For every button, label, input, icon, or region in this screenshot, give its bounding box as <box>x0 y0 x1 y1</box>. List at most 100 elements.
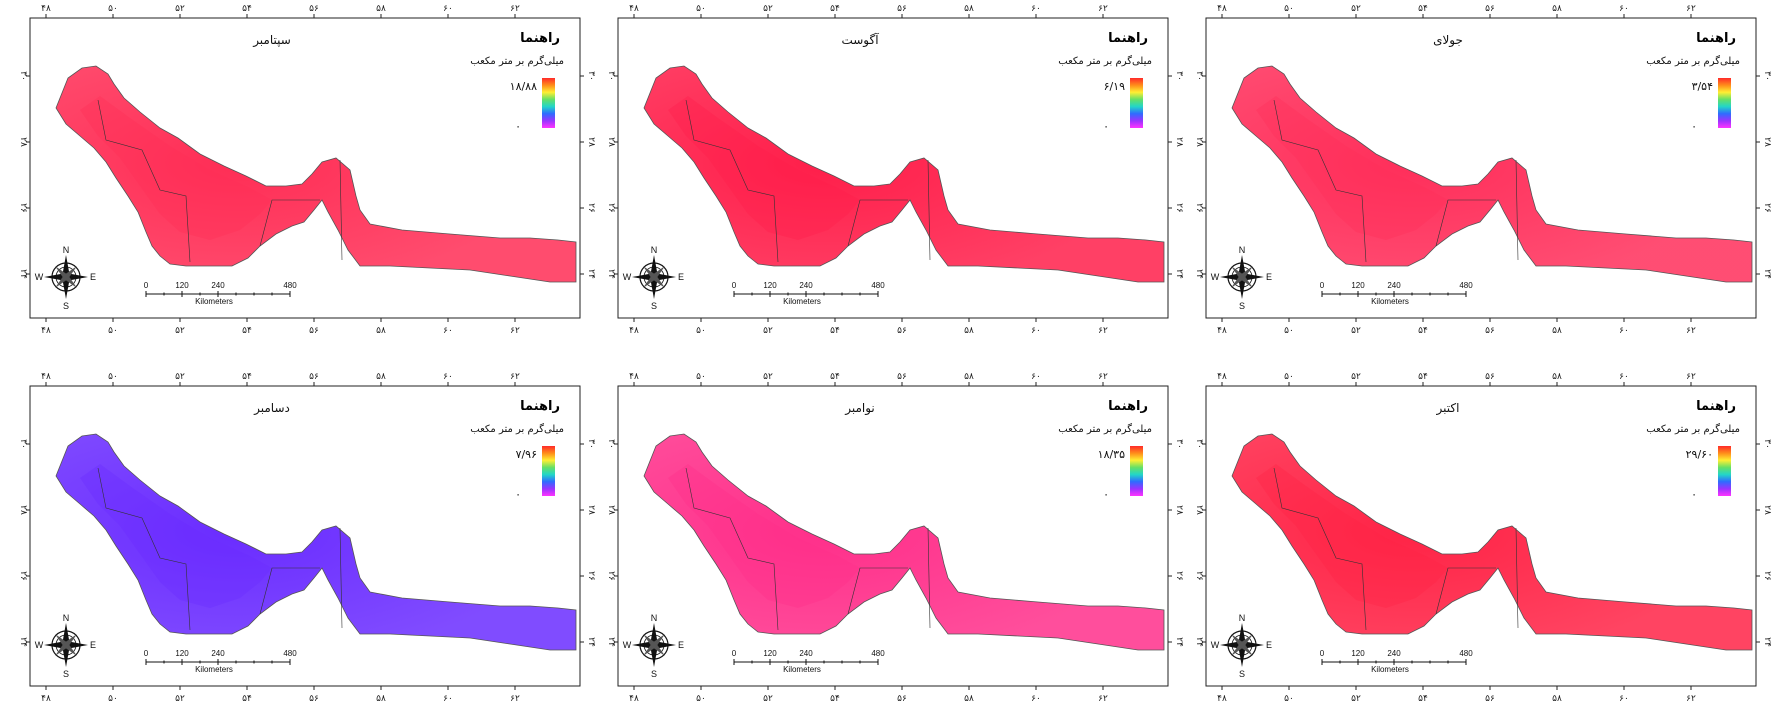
map-svg: ۴۸ ۴۸ ۵٠ ۵٠ ۵۲ ۵۲ ۵۴ ۵۴ ۵۶ ۵۶ ۵۸ ۵۸ ۶٠ ۶٠ ۶۲ ۶۲ ۳٠ ۳٠ ۲۸ ۲۸… <box>18 4 596 336</box>
lon-tick-label-top: ۶۲ <box>1098 372 1108 382</box>
map-svg: ۴۸ ۴۸ ۵٠ ۵٠ ۵۲ ۵۲ ۵۴ ۵۴ ۵۶ ۵۶ ۵۸ ۵۸ ۶٠ ۶٠ ۶۲ ۶۲ ۳٠ ۳٠ ۲۸ ۲۸… <box>18 372 596 704</box>
compass-e-label: E <box>90 640 96 650</box>
lat-tick-label-right: ۲۶ <box>1174 203 1184 213</box>
lon-tick-label-bottom: ۶۲ <box>1098 326 1108 336</box>
lon-tick-label-bottom: ۶۲ <box>1098 694 1108 704</box>
lat-tick-label-left: ۲۶ <box>1194 203 1204 213</box>
lat-tick-label-left: ۲۶ <box>1194 571 1204 581</box>
lon-tick-label-bottom: ۵۸ <box>964 694 974 704</box>
map-frame <box>1205 17 1757 319</box>
scale-bar-label: 0 <box>1320 281 1325 290</box>
lat-tick-label-right: ۲۴ <box>1762 637 1772 647</box>
lon-tick-label-bottom: ۴۸ <box>41 326 51 336</box>
lon-tick-label-top: ۴۸ <box>629 372 639 382</box>
compass-e-label: E <box>1266 272 1272 282</box>
lat-tick-label-left: ۳٠ <box>606 71 616 81</box>
lon-tick-label-top: ۵۶ <box>309 4 319 14</box>
lon-tick-label-top: ۴۸ <box>1217 372 1227 382</box>
map-title: آگوست <box>841 32 879 48</box>
compass-w-label: W <box>623 640 632 650</box>
lat-tick-label-right: ۲۶ <box>1174 571 1184 581</box>
lon-tick-label-bottom: ۴۸ <box>41 694 51 704</box>
compass-n-label: N <box>63 613 70 623</box>
lat-tick-label-right: ۲۸ <box>586 137 596 147</box>
lon-tick-label-bottom: ۵۸ <box>1552 326 1562 336</box>
legend-color-ramp <box>542 78 555 128</box>
lat-tick-label-right: ۲۴ <box>586 269 596 279</box>
scale-bar-label: 480 <box>1459 649 1473 658</box>
lon-tick-label-bottom: ۵٠ <box>696 694 706 704</box>
map-frame <box>29 17 581 319</box>
lat-tick-label-right: ۲۴ <box>586 637 596 647</box>
scale-bar-label: 240 <box>1387 281 1401 290</box>
boundary-lines <box>97 99 343 263</box>
lon-tick-label-top: ۵۴ <box>830 372 840 382</box>
lat-tick-label-right: ۳٠ <box>586 439 596 449</box>
legend-min-value: ٠ <box>1103 120 1109 133</box>
map-frame <box>617 385 1169 687</box>
legend-min-value: ٠ <box>1691 488 1697 501</box>
scale-bar-unit: Kilometers <box>1371 297 1409 306</box>
lon-tick-label-bottom: ۵۶ <box>309 694 319 704</box>
lon-tick-label-bottom: ۶٠ <box>1619 326 1629 336</box>
scale-bar-label: 480 <box>871 281 885 290</box>
lat-tick-label-right: ۲۴ <box>1174 637 1184 647</box>
legend-unit: میلی‌گرم بر متر مکعب <box>1646 55 1740 67</box>
scale-bar-unit: Kilometers <box>195 665 233 674</box>
legend-title: راهنما <box>520 399 560 414</box>
sea-area-inner-shade <box>1256 464 1448 608</box>
map-svg: ۴۸ ۴۸ ۵٠ ۵٠ ۵۲ ۵۲ ۵۴ ۵۴ ۵۶ ۵۶ ۵۸ ۵۸ ۶٠ ۶٠ ۶۲ ۶۲ ۳٠ ۳٠ ۲۸ ۲۸… <box>1194 4 1772 336</box>
scale-bar-label: 0 <box>144 649 149 658</box>
map-title: سپتامبر <box>252 33 291 48</box>
map-title: دسامبر <box>253 401 290 416</box>
lon-tick-label-bottom: ۵٠ <box>696 326 706 336</box>
map-panel: ۴۸ ۴۸ ۵٠ ۵٠ ۵۲ ۵۲ ۵۴ ۵۴ ۵۶ ۵۶ ۵۸ ۵۸ ۶٠ ۶٠ ۶۲ ۶۲ ۳٠ ۳٠ ۲۸ ۲۸… <box>1186 0 1776 356</box>
lat-tick-label-right: ۲۶ <box>586 571 596 581</box>
lon-tick-label-top: ۵٠ <box>696 372 706 382</box>
compass-s-label: S <box>651 301 657 311</box>
legend-color-ramp <box>1718 78 1731 128</box>
lon-tick-label-bottom: ۴۸ <box>1217 694 1227 704</box>
scale-bar-label: 240 <box>799 649 813 658</box>
lat-tick-label-left: ۲۸ <box>1194 505 1204 515</box>
scale-bar-unit: Kilometers <box>195 297 233 306</box>
lat-tick-label-right: ۳٠ <box>1174 71 1184 81</box>
lon-tick-label-top: ۶۲ <box>510 4 520 14</box>
scale-bar-label: 480 <box>283 649 297 658</box>
lat-tick-label-left: ۳٠ <box>1194 439 1204 449</box>
lat-tick-label-right: ۳٠ <box>1174 439 1184 449</box>
lon-tick-label-bottom: ۵۲ <box>763 694 773 704</box>
lat-tick-label-right: ۲۸ <box>1174 137 1184 147</box>
lon-tick-label-top: ۶۲ <box>1686 4 1696 14</box>
lon-tick-label-bottom: ۵۴ <box>1418 326 1428 336</box>
lon-tick-label-bottom: ۵۲ <box>1351 326 1361 336</box>
sea-area <box>1231 65 1753 283</box>
legend-color-ramp <box>1130 446 1143 496</box>
lon-tick-label-top: ۶۲ <box>1686 372 1696 382</box>
lon-tick-label-top: ۵۲ <box>1351 4 1361 14</box>
sea-area <box>643 433 1165 651</box>
lon-tick-label-top: ۵۸ <box>964 372 974 382</box>
compass-rose-icon <box>632 623 676 667</box>
lon-tick-label-bottom: ۵۴ <box>242 694 252 704</box>
compass-s-label: S <box>63 301 69 311</box>
lat-tick-label-right: ۲۶ <box>586 203 596 213</box>
scale-bar-unit: Kilometers <box>783 297 821 306</box>
lon-tick-label-top: ۵۴ <box>830 4 840 14</box>
map-panel: ۴۸ ۴۸ ۵٠ ۵٠ ۵۲ ۵۲ ۵۴ ۵۴ ۵۶ ۵۶ ۵۸ ۵۸ ۶٠ ۶٠ ۶۲ ۶۲ ۳٠ ۳٠ ۲۸ ۲۸… <box>598 368 1188 724</box>
boundary-lines <box>685 99 931 263</box>
lon-tick-label-bottom: ۴۸ <box>629 326 639 336</box>
lat-tick-label-right: ۲۸ <box>1762 137 1772 147</box>
scale-bar-unit: Kilometers <box>783 665 821 674</box>
lon-tick-label-top: ۵۲ <box>175 4 185 14</box>
lon-tick-label-top: ۴۸ <box>41 372 51 382</box>
legend-max-value: ۱۸/۸۸ <box>510 80 537 93</box>
lon-tick-label-bottom: ۵۴ <box>1418 694 1428 704</box>
scale-bar-label: 120 <box>1351 649 1365 658</box>
lon-tick-label-top: ۵۲ <box>763 372 773 382</box>
legend-unit: میلی‌گرم بر متر مکعب <box>1646 423 1740 435</box>
lon-tick-label-top: ۵۸ <box>1552 4 1562 14</box>
lon-tick-label-top: ۵۴ <box>1418 372 1428 382</box>
legend-max-value: ۶/۱۹ <box>1104 80 1126 93</box>
compass-s-label: S <box>1239 301 1245 311</box>
